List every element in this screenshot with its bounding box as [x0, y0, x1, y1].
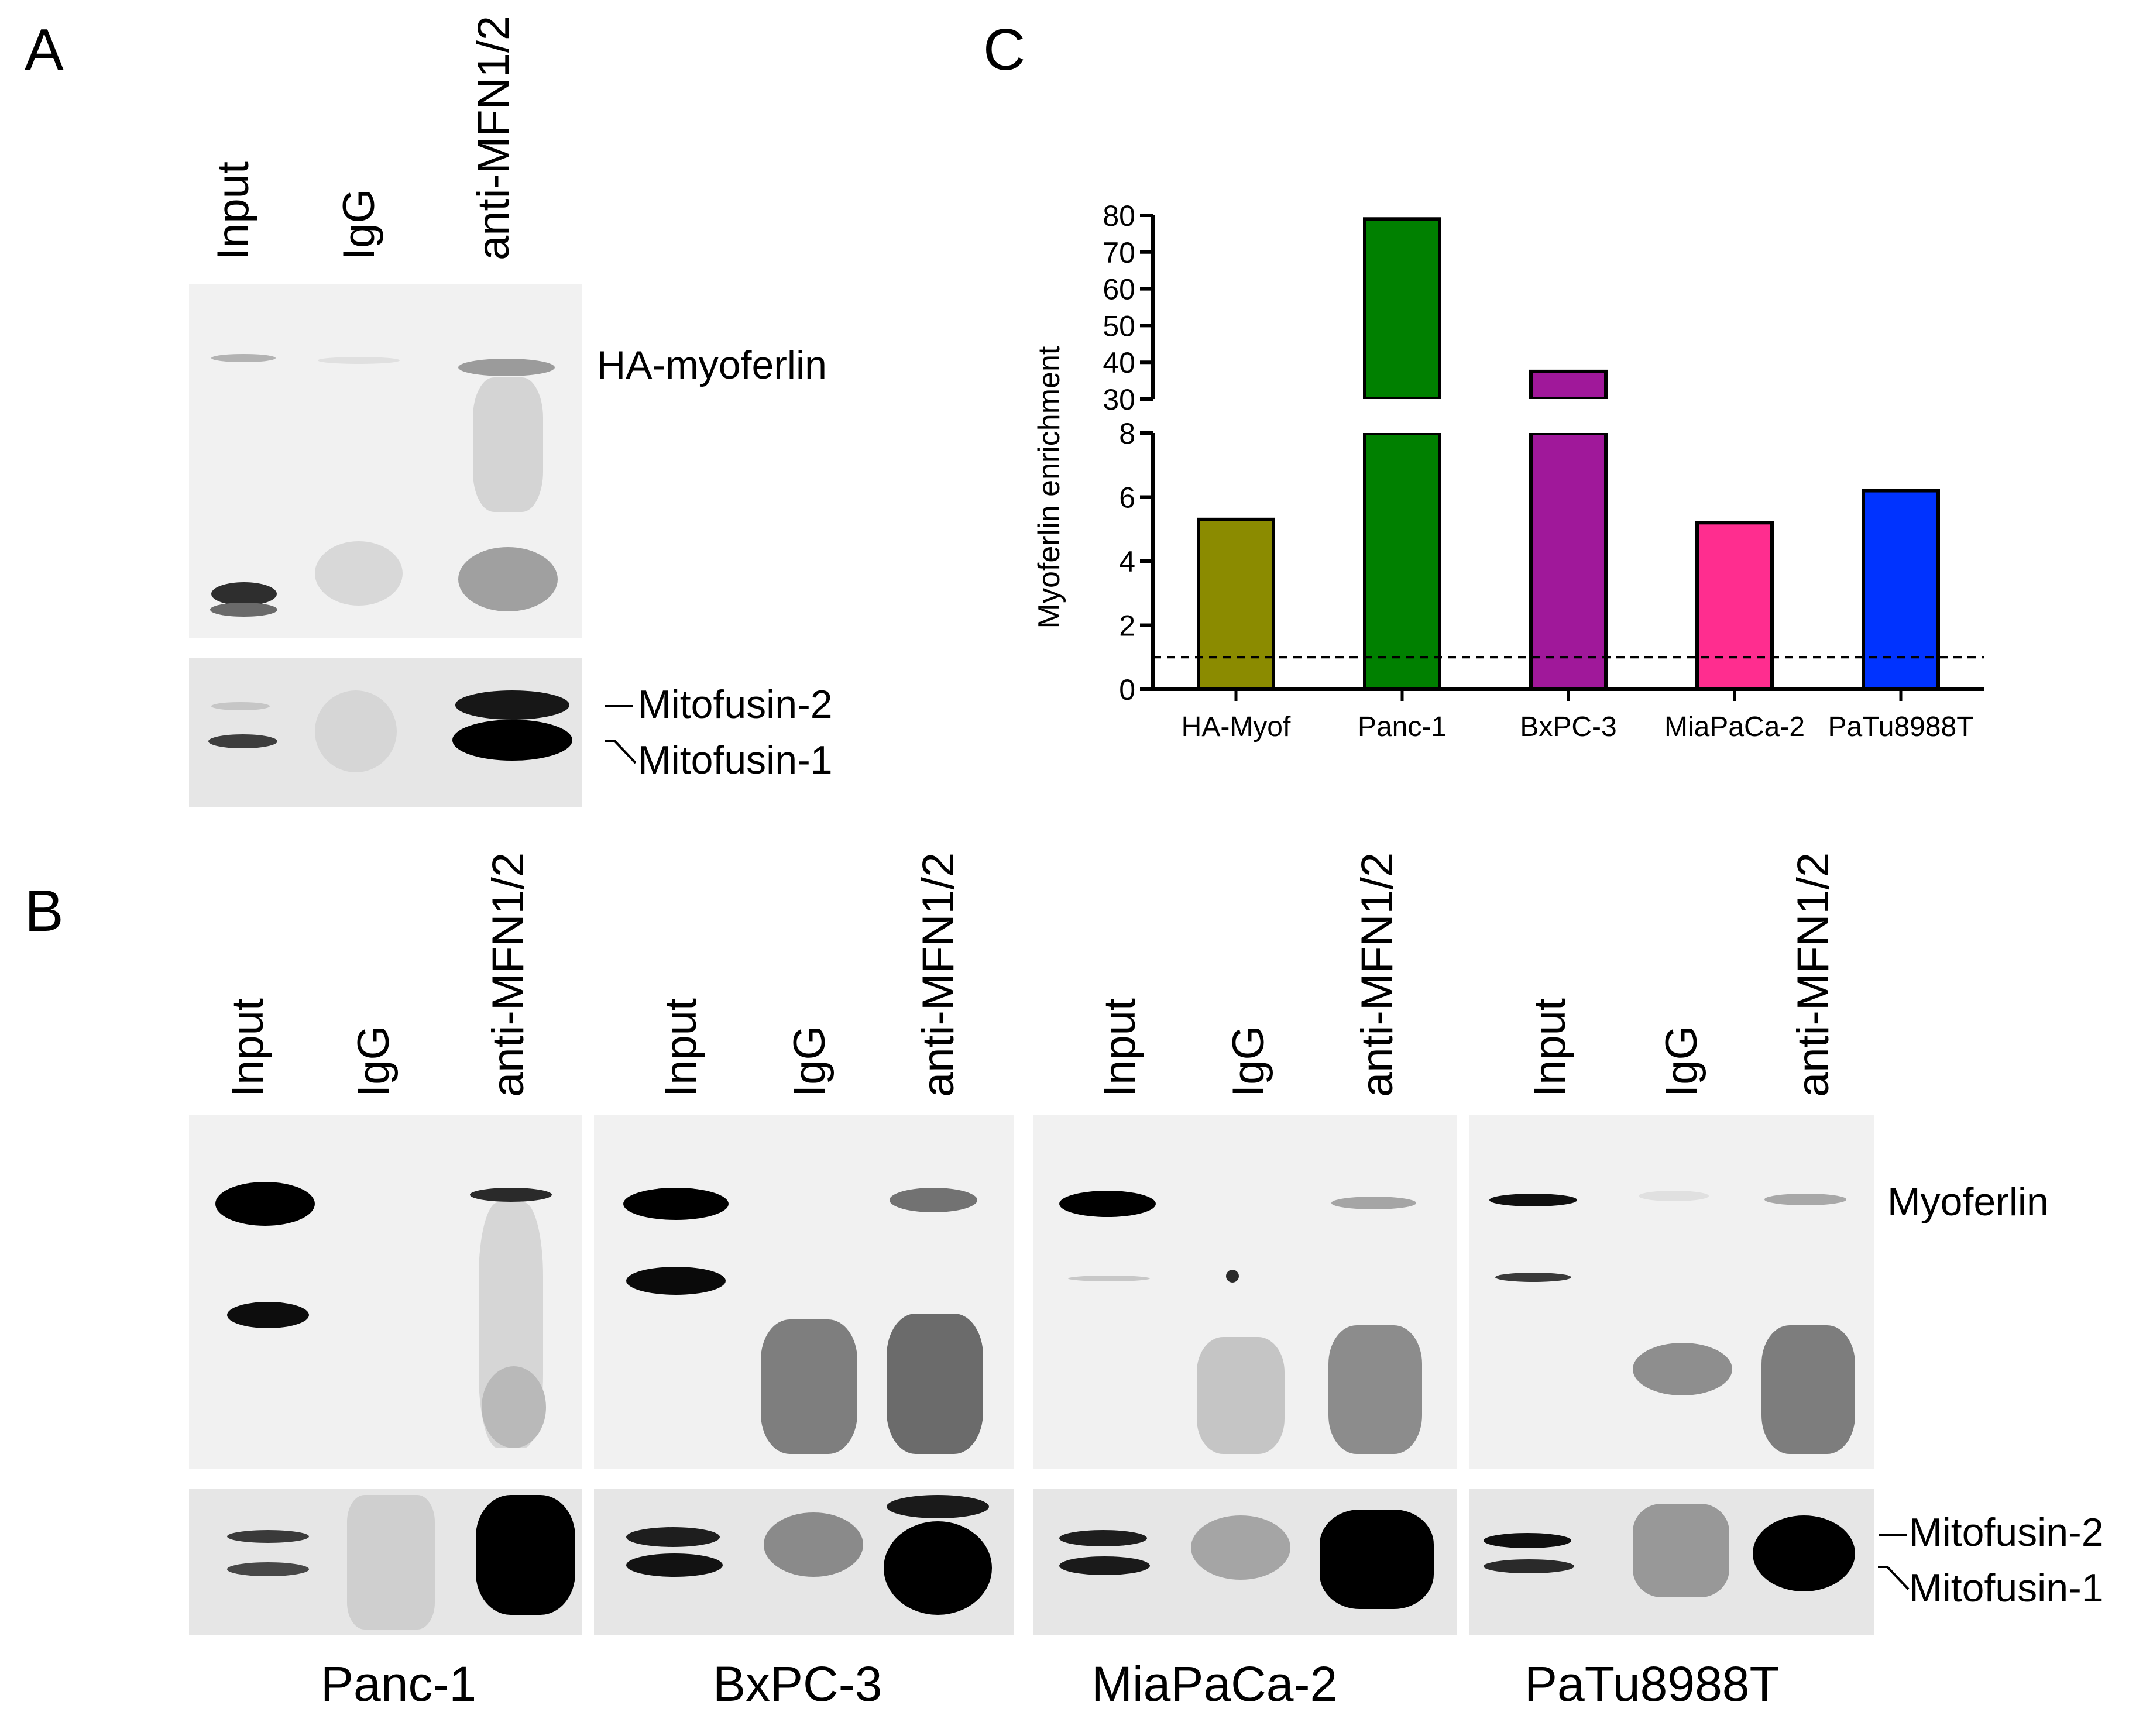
x-tick-label-ha-myof: HA-Myof — [1182, 711, 1291, 742]
lane-label-input-b3: Input — [1095, 998, 1145, 1097]
y-tick-label-upper-40: 40 — [1103, 346, 1135, 379]
blot-b4-mitofusin — [1469, 1489, 1874, 1635]
y-axis-label: Myoferlin enrichment — [1032, 346, 1066, 628]
cell-line-miapaca2: MiaPaCa-2 — [1091, 1656, 1338, 1711]
blot-a-mitofusin — [189, 658, 582, 807]
lane-label-igg-b3: IgG — [1224, 1025, 1273, 1098]
lane-label-input-b1: Input — [223, 998, 273, 1097]
label-mitofusin2-a: Mitofusin-2 — [638, 682, 833, 727]
mitofusin2-tick-a — [605, 705, 633, 707]
blot-b2-mitofusin — [594, 1489, 1014, 1635]
mitofusin2-tick-b — [1879, 1534, 1907, 1536]
lane-label-igg-b2: IgG — [785, 1025, 835, 1098]
x-tick-label-panc-1: Panc-1 — [1358, 711, 1447, 742]
y-tick-label-upper-70: 70 — [1103, 236, 1135, 269]
blot-b1-mitofusin — [189, 1489, 582, 1635]
bar-miapaca-2 — [1695, 521, 1774, 691]
lane-label-igg-a: IgG — [334, 188, 384, 261]
lane-label-input-a: Input — [208, 161, 258, 260]
lane-label-anti-b2: anti-MFN1/2 — [914, 852, 963, 1097]
cell-line-bxpc3: BxPC-3 — [713, 1656, 882, 1711]
blot-b2-myoferlin — [594, 1115, 1014, 1469]
bar-bxpc-3-upper — [1529, 369, 1608, 401]
blot-b3-myoferlin — [1033, 1115, 1457, 1469]
y-tick-label-lower-0: 0 — [1119, 673, 1135, 706]
label-ha-myoferlin: HA-myoferlin — [597, 343, 827, 387]
lane-label-anti-b1: anti-MFN1/2 — [483, 852, 533, 1097]
blot-a-myoferlin — [189, 284, 582, 638]
lane-label-input-b4: Input — [1525, 998, 1575, 1097]
blot-b3-mitofusin — [1033, 1489, 1457, 1635]
y-tick-label-lower-6: 6 — [1119, 482, 1135, 514]
lane-label-anti-b3: anti-MFN1/2 — [1352, 852, 1402, 1097]
x-tick-label-miapaca-2: MiaPaCa-2 — [1664, 711, 1805, 742]
panel-letter-a: A — [25, 17, 64, 82]
cell-line-panc1: Panc-1 — [321, 1656, 477, 1711]
y-tick-label-lower-8: 8 — [1119, 417, 1135, 450]
label-mitofusin1-a: Mitofusin-1 — [638, 738, 833, 782]
bar-panc-1-upper — [1363, 217, 1441, 401]
y-tick-label-upper-60: 60 — [1103, 273, 1135, 306]
lane-label-anti-b4: anti-MFN1/2 — [1788, 852, 1838, 1097]
bar-break-gap-1 — [1362, 399, 1442, 433]
panel-letter-c: C — [983, 17, 1026, 82]
lane-label-input-b2: Input — [656, 998, 706, 1097]
cell-line-patu8988t: PaTu8988T — [1524, 1656, 1780, 1711]
y-tick-label-lower-2: 2 — [1119, 610, 1135, 642]
enrichment-bar-chart: 0 2 4 6 830 40 50 60 70 80 Myoferlin enrichment HA-… — [1032, 200, 1984, 742]
bar-panc-1-lower — [1363, 431, 1441, 691]
blot-b4-myoferlin — [1469, 1115, 1874, 1469]
lane-label-igg-b1: IgG — [349, 1025, 399, 1098]
mitofusin1-tick-a — [605, 740, 637, 764]
y-tick-label-upper-30: 30 — [1103, 383, 1135, 416]
lane-label-anti-a: anti-MFN1/2 — [469, 15, 518, 260]
panel-letter-b: B — [25, 878, 64, 944]
y-tick-label-upper-50: 50 — [1103, 310, 1135, 342]
label-mitofusin2-b: Mitofusin-2 — [1909, 1510, 2104, 1555]
x-tick-label-patu8988t: PaTu8988T — [1828, 711, 1973, 742]
label-mitofusin1-b: Mitofusin-1 — [1909, 1566, 2104, 1610]
bar-bxpc-3-lower — [1529, 431, 1608, 691]
bar-patu8988t — [1862, 489, 1940, 691]
label-myoferlin-b: Myoferlin — [1887, 1180, 2049, 1224]
mitofusin1-tick-b — [1878, 1566, 1910, 1590]
bar-ha-myof — [1197, 517, 1275, 691]
y-tick-label-lower-4: 4 — [1119, 545, 1135, 578]
x-tick-label-bxpc-3: BxPC-3 — [1520, 711, 1616, 742]
lane-label-igg-b4: IgG — [1657, 1025, 1706, 1098]
bar-break-gap-2 — [1529, 399, 1608, 433]
blot-b1-myoferlin — [189, 1115, 582, 1469]
y-tick-label-upper-80: 80 — [1103, 200, 1135, 232]
